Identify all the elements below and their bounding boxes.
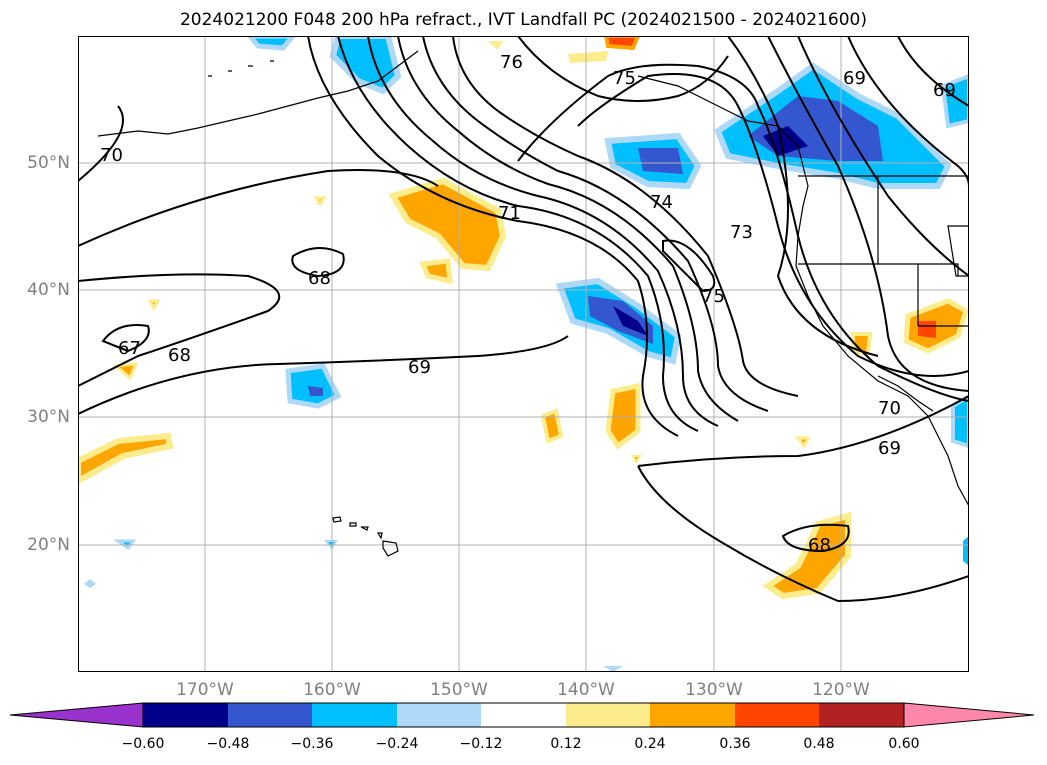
contour-label: 71 — [498, 203, 521, 224]
contour-label: 67 — [118, 338, 141, 359]
map-panel: 76 75 69 69 70 71 74 73 68 75 67 68 69 7… — [78, 36, 969, 672]
contour-label: 70 — [878, 398, 901, 419]
contour-label: 70 — [100, 145, 123, 166]
contour-label: 75 — [613, 68, 636, 89]
colorbar-tick-label: −0.12 — [459, 736, 503, 752]
colorbar-bin — [481, 703, 566, 727]
contour-label: 68 — [308, 268, 331, 289]
colorbar-bin — [819, 703, 904, 727]
contour-label: 75 — [702, 286, 725, 307]
colorbar-bin — [735, 703, 819, 727]
colorbar-tick-label: 0.36 — [719, 736, 751, 752]
colorbar-tick-label: 0.12 — [550, 736, 582, 752]
lon-label-160w: 160°W — [303, 680, 361, 700]
contour-label: 74 — [650, 192, 673, 213]
contour-label: 68 — [808, 535, 831, 556]
colorbar-tick-label: −0.48 — [206, 736, 250, 752]
map-title: 2024021200 F048 200 hPa refract., IVT La… — [179, 10, 867, 30]
colorbar-extend-high — [903, 702, 1035, 728]
lat-label-40n: 40°N — [27, 280, 70, 300]
gridlines — [78, 36, 969, 672]
colorbar-bin — [312, 703, 397, 727]
lon-label-140w: 140°W — [557, 680, 615, 700]
colorbar — [10, 702, 1035, 728]
contour-label: 69 — [878, 438, 901, 459]
contour-label: 76 — [500, 52, 523, 73]
colorbar-tick-label: 0.24 — [634, 736, 666, 752]
contour-label: 69 — [933, 80, 956, 101]
lat-label-20n: 20°N — [27, 535, 70, 555]
colorbar-tick-label: 0.60 — [888, 736, 920, 752]
colorbar-bin — [143, 703, 228, 727]
contour-label: 73 — [730, 222, 753, 243]
contour-label: 69 — [843, 68, 866, 89]
contour-label: 69 — [408, 357, 431, 378]
colorbar-bin — [566, 703, 650, 727]
lat-label-50n: 50°N — [27, 153, 70, 173]
coastlines — [97, 50, 969, 557]
colorbar-extend-low — [10, 702, 144, 728]
lon-label-150w: 150°W — [430, 680, 488, 700]
contour-label: 68 — [168, 345, 191, 366]
colorbar-tick-label: 0.48 — [803, 736, 835, 752]
colorbar-bin — [650, 703, 735, 727]
contour-labels: 76 75 69 69 70 71 74 73 68 75 67 68 69 7… — [100, 52, 956, 556]
refractivity-contours — [78, 36, 969, 603]
colorbar-tick-label: −0.36 — [290, 736, 334, 752]
lon-label-130w: 130°W — [685, 680, 743, 700]
colorbar-bin — [397, 703, 481, 727]
lon-label-120w: 120°W — [812, 680, 870, 700]
lat-label-30n: 30°N — [27, 407, 70, 427]
colorbar-bin — [228, 703, 312, 727]
colorbar-tick-label: −0.60 — [121, 736, 165, 752]
lon-label-170w: 170°W — [176, 680, 234, 700]
colorbar-tick-label: −0.24 — [375, 736, 419, 752]
